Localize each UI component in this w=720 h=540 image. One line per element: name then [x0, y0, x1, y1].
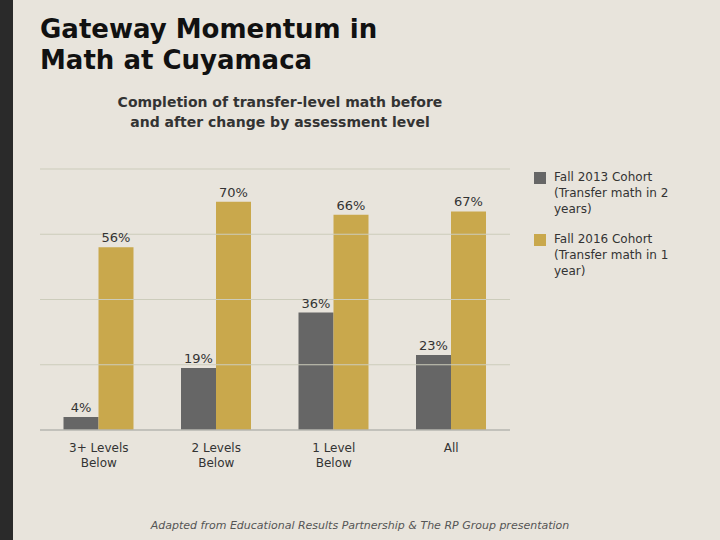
html-text:Gateway Momentum in Math at Cu: Gateway Momentum in Math at Cuyamaca	[40, 14, 378, 75]
html-text:Fall 2013 Cohort (Transfer mat: Fall 2013 Cohort (Transfer math in 2 yea…	[554, 170, 669, 216]
svg-text:1 LevelBelow: 1 LevelBelow	[312, 441, 355, 470]
svg-text:67%: 67%	[454, 194, 483, 209]
svg-text:3+ LevelsBelow: 3+ LevelsBelow	[69, 441, 128, 470]
svg-text:56%: 56%	[102, 230, 131, 245]
svg-text:70%: 70%	[219, 185, 248, 200]
html-text:Completion of transfer-level m: Completion of transfer-level math before…	[117, 94, 443, 130]
svg-text:66%: 66%	[337, 198, 366, 213]
svg-text:All: All	[444, 441, 459, 455]
html-text:Adapted from Educational Resul: Adapted from Educational Results Partner…	[150, 519, 570, 532]
html-text:Fall 2016 Cohort (Transfer mat: Fall 2016 Cohort (Transfer math in 1 yea…	[554, 232, 669, 278]
svg-text:19%: 19%	[184, 351, 213, 366]
svg-text:36%: 36%	[302, 296, 331, 311]
svg-text:23%: 23%	[419, 338, 448, 353]
svg-text:2 LevelsBelow: 2 LevelsBelow	[192, 441, 241, 470]
svg-text:4%: 4%	[71, 400, 92, 415]
